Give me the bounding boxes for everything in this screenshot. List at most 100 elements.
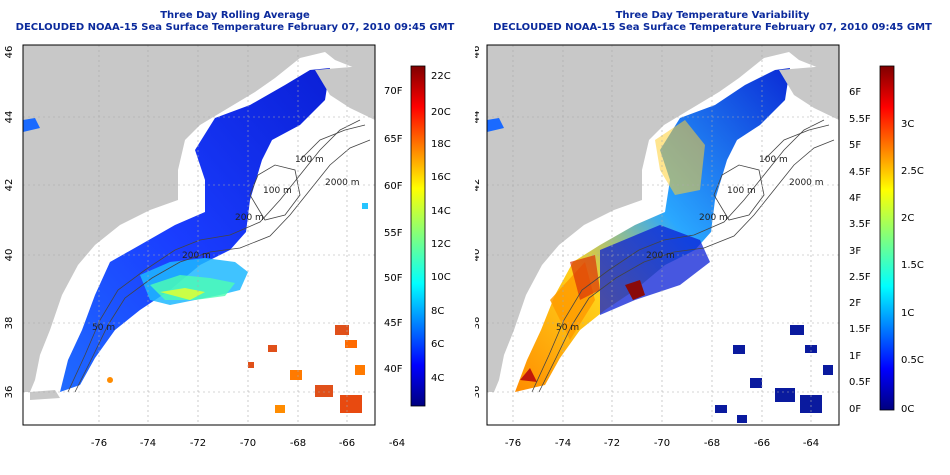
svg-text:46: 46 [4, 46, 15, 59]
svg-text:42: 42 [475, 179, 482, 192]
variability-offshore-patches [715, 325, 833, 423]
svg-text:18C: 18C [431, 139, 451, 150]
svg-text:8C: 8C [431, 306, 444, 317]
svg-text:1F: 1F [849, 351, 861, 362]
svg-text:1.5F: 1.5F [849, 324, 871, 335]
svg-text:46: 46 [475, 46, 482, 59]
svg-text:0F: 0F [849, 404, 861, 415]
isobath-label: 2000 m [325, 178, 360, 188]
isobath-label: 200 m [646, 251, 675, 261]
isobath-label: 200 m [699, 213, 728, 223]
svg-text:-66: -66 [339, 438, 355, 449]
svg-text:22C: 22C [431, 71, 451, 82]
colorbar [410, 65, 426, 407]
svg-text:55F: 55F [384, 228, 403, 239]
svg-text:50F: 50F [384, 273, 403, 284]
svg-text:40: 40 [4, 249, 15, 262]
right-map-title: Three Day Temperature Variability [615, 10, 810, 21]
svg-text:-68: -68 [290, 438, 306, 449]
left-map-panel: Three Day Rolling Average DECLOUDED NOAA… [0, 0, 470, 475]
svg-text:4.5F: 4.5F [849, 167, 871, 178]
svg-text:20C: 20C [431, 107, 451, 118]
svg-text:12C: 12C [431, 239, 451, 250]
svg-text:2.5F: 2.5F [849, 272, 871, 283]
svg-text:3C: 3C [901, 119, 914, 130]
isobath-label: 100 m [727, 186, 756, 196]
svg-text:-70: -70 [654, 438, 670, 449]
svg-text:-74: -74 [555, 438, 571, 449]
left-map-title: Three Day Rolling Average [160, 10, 310, 21]
colorbar-labels-f: 70F 65F 60F 55F 50F 45F 40F [384, 86, 403, 375]
svg-text:44: 44 [4, 111, 15, 124]
svg-text:-64: -64 [803, 438, 819, 449]
left-map-subtitle: DECLOUDED NOAA-15 Sea Surface Temperatur… [15, 22, 455, 33]
svg-text:38: 38 [475, 317, 482, 330]
svg-text:6F: 6F [849, 87, 861, 98]
svg-text:5.5F: 5.5F [849, 114, 871, 125]
colorbar-labels-c: 3C 2.5C 2C 1.5C 1C 0.5C 0C [901, 119, 924, 415]
svg-text:0C: 0C [901, 404, 914, 415]
svg-text:-70: -70 [240, 438, 256, 449]
lon-axis: -76 -74 -72 -70 -68 -66 -64 [91, 438, 405, 449]
svg-text:16C: 16C [431, 172, 451, 183]
svg-text:2.5C: 2.5C [901, 166, 924, 177]
svg-text:-66: -66 [754, 438, 770, 449]
svg-text:1.5C: 1.5C [901, 260, 924, 271]
svg-text:42: 42 [4, 179, 15, 192]
isobath-label: 200 m [182, 251, 211, 261]
svg-text:40: 40 [475, 249, 482, 262]
map-grid [487, 45, 839, 425]
svg-text:3.5F: 3.5F [849, 219, 871, 230]
colorbar-labels-c: 22C 20C 18C 16C 14C 12C 10C 8C 6C 4C [431, 71, 451, 384]
svg-text:38: 38 [4, 317, 15, 330]
isobath-label: 50 m [92, 323, 115, 333]
svg-text:14C: 14C [431, 206, 451, 217]
svg-text:-72: -72 [190, 438, 206, 449]
svg-text:10C: 10C [431, 272, 451, 283]
map-frame [22, 44, 376, 426]
isobath-label: 2000 m [789, 178, 824, 188]
left-map-svg: 100 m 100 m 2000 m 200 m 200 m 50 m -76 … [4, 44, 451, 449]
svg-text:3F: 3F [849, 246, 861, 257]
right-map-subtitle: DECLOUDED NOAA-15 Sea Surface Temperatur… [493, 22, 932, 33]
right-map-svg: 100 m 100 m 2000 m 200 m 200 m 50 m -76 … [475, 44, 924, 449]
svg-text:45F: 45F [384, 318, 403, 329]
svg-text:4C: 4C [431, 373, 444, 384]
svg-text:0.5C: 0.5C [901, 355, 924, 366]
svg-text:1C: 1C [901, 308, 914, 319]
sst-shelf-area [60, 68, 330, 392]
svg-text:40F: 40F [384, 364, 403, 375]
svg-text:-64: -64 [389, 438, 405, 449]
svg-text:70F: 70F [384, 86, 403, 97]
land-mass [23, 45, 375, 392]
isobath-label: 100 m [759, 155, 788, 165]
colorbar [879, 65, 895, 411]
svg-text:5F: 5F [849, 140, 861, 151]
svg-text:44: 44 [475, 111, 482, 124]
lat-axis: 46 44 42 40 38 36 [475, 46, 482, 399]
map-frame [486, 44, 840, 426]
svg-text:2C: 2C [901, 213, 914, 224]
svg-text:6C: 6C [431, 339, 444, 350]
svg-text:36: 36 [475, 386, 482, 399]
isobath-lines [67, 119, 371, 393]
svg-text:-74: -74 [140, 438, 156, 449]
lon-axis: -76 -74 -72 -70 -68 -66 -64 [505, 438, 819, 449]
land-mass [487, 45, 839, 392]
svg-text:4F: 4F [849, 193, 861, 204]
svg-text:60F: 60F [384, 181, 403, 192]
sst-offshore-patches [248, 203, 368, 413]
svg-text:65F: 65F [384, 134, 403, 145]
svg-text:0.5F: 0.5F [849, 377, 871, 388]
isobath-label: 200 m [235, 213, 264, 223]
svg-text:-76: -76 [505, 438, 521, 449]
lat-axis: 46 44 42 40 38 36 [4, 46, 15, 399]
colorbar-labels-f: 6F 5.5F 5F 4.5F 4F 3.5F 3F 2.5F 2F 1.5F … [849, 87, 871, 415]
isobath-label: 100 m [295, 155, 324, 165]
svg-text:-72: -72 [604, 438, 620, 449]
right-map-panel: Three Day Temperature Variability DECLOU… [475, 0, 950, 475]
svg-text:2F: 2F [849, 298, 861, 309]
svg-text:36: 36 [4, 386, 15, 399]
isobath-label: 50 m [556, 323, 579, 333]
svg-text:-68: -68 [704, 438, 720, 449]
